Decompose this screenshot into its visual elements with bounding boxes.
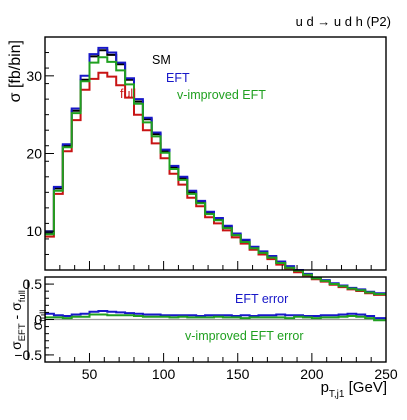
ratio-series-group	[45, 310, 386, 322]
x-tick-label: 250	[374, 366, 398, 382]
y-tick-label: 30	[26, 68, 42, 84]
main-series-group	[45, 46, 386, 296]
series-line-sm	[45, 49, 386, 296]
x-tick-label: 100	[152, 366, 176, 382]
y-tick-label: 0	[34, 312, 42, 328]
x-tick-label: 50	[82, 366, 98, 382]
series-line-v-improved-eft-error	[45, 313, 386, 322]
x-tick-label: 200	[300, 366, 324, 382]
legend-label-full: full	[120, 87, 136, 101]
ratio-x-axis: 50 100 150 200 250	[59, 353, 398, 382]
ratio-panel: −0.500.5 50 100 150 200 250 σEFT - σfull σfu…	[8, 276, 398, 382]
legend-label-vimproved: v-improved EFT	[177, 88, 266, 102]
main-y-axis: 10 20 30	[26, 36, 54, 271]
series-line-eft-error	[45, 310, 386, 320]
y-tick-label: 20	[26, 146, 42, 162]
legend-label-eft: EFT	[166, 71, 190, 85]
series-line-v-improved-eft	[45, 56, 386, 296]
series-line-full	[45, 71, 386, 296]
x-axis-label: pT,j1 [GeV]	[321, 379, 387, 400]
ratio-y-denominator: σfull	[29, 310, 49, 331]
main-y-axis-label: σ [fb/bin]	[7, 40, 24, 102]
y-tick-label: 10	[26, 223, 42, 239]
ratio-y-numerator: σEFT - σfull	[8, 290, 28, 350]
main-x-axis	[59, 261, 387, 270]
x-tick-label: 150	[226, 366, 250, 382]
legend-label-eft-error: EFT error	[235, 292, 288, 306]
main-panel: 10 20 30 σ [fb/bin] SM EFT full v-improved…	[7, 36, 387, 296]
chart-title: u d → u d h (P2)	[296, 14, 391, 29]
series-line-eft	[45, 46, 386, 295]
y-tick-label: 0.5	[23, 276, 43, 292]
legend-label-sm: SM	[152, 53, 171, 67]
main-plot-frame	[44, 36, 387, 271]
ratio-y-axis-label: σEFT - σfull σfull	[8, 280, 49, 360]
legend-label-vimproved-error: v-improved EFT error	[185, 329, 304, 343]
